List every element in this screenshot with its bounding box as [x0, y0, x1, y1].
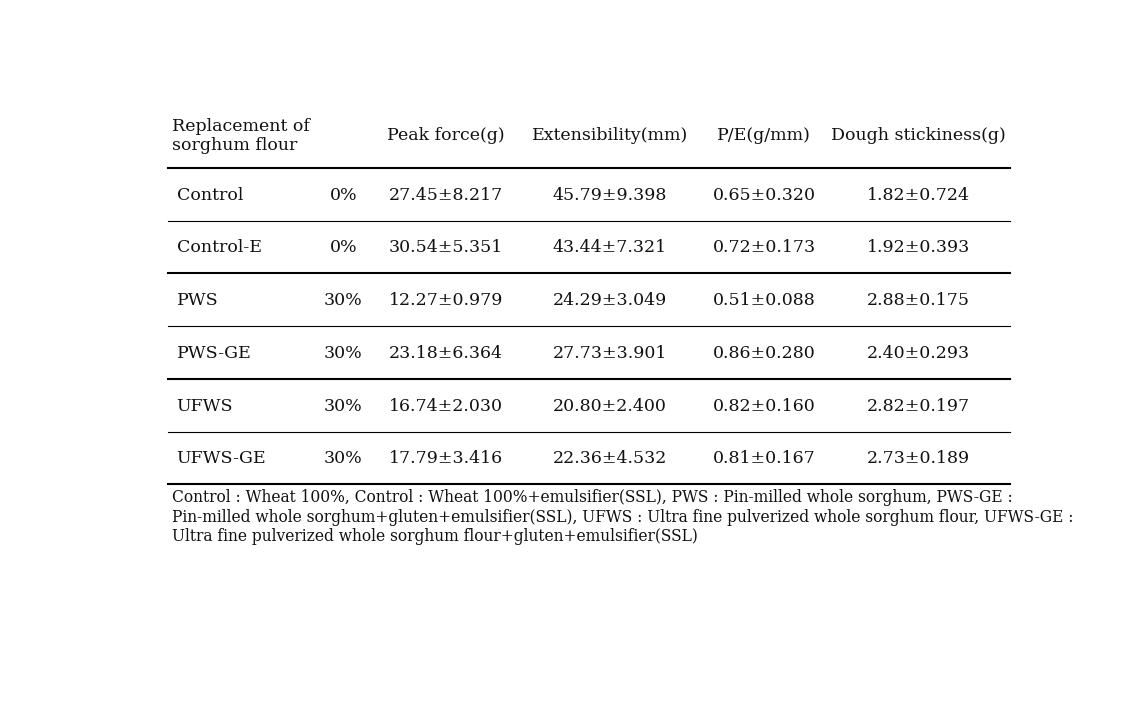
- Text: 0%: 0%: [329, 187, 357, 204]
- Text: Control : Wheat 100%, Control : Wheat 100%+emulsifier(SSL), PWS : Pin-milled who: Control : Wheat 100%, Control : Wheat 10…: [172, 489, 1074, 545]
- Text: 45.79±9.398: 45.79±9.398: [552, 187, 667, 204]
- Text: 20.80±2.400: 20.80±2.400: [554, 398, 667, 415]
- Text: 30%: 30%: [324, 345, 362, 362]
- Text: 1.82±0.724: 1.82±0.724: [867, 187, 970, 204]
- Text: 2.88±0.175: 2.88±0.175: [867, 292, 970, 310]
- Text: 27.45±8.217: 27.45±8.217: [389, 187, 504, 204]
- Text: 22.36±4.532: 22.36±4.532: [552, 450, 667, 468]
- Text: Peak force(g): Peak force(g): [387, 128, 505, 144]
- Text: 0.65±0.320: 0.65±0.320: [713, 187, 816, 204]
- Text: Control: Control: [177, 187, 243, 204]
- Text: P/E(g/mm): P/E(g/mm): [718, 128, 812, 144]
- Text: 0.86±0.280: 0.86±0.280: [713, 345, 816, 362]
- Text: 2.73±0.189: 2.73±0.189: [867, 450, 970, 468]
- Text: 30.54±5.351: 30.54±5.351: [389, 239, 504, 256]
- Text: 0.82±0.160: 0.82±0.160: [713, 398, 816, 415]
- Text: Replacement of
sorghum flour: Replacement of sorghum flour: [172, 117, 310, 154]
- Text: 16.74±2.030: 16.74±2.030: [389, 398, 504, 415]
- Text: 24.29±3.049: 24.29±3.049: [552, 292, 667, 310]
- Text: Dough stickiness(g): Dough stickiness(g): [831, 128, 1006, 144]
- Text: Control-E: Control-E: [177, 239, 261, 256]
- Text: 23.18±6.364: 23.18±6.364: [389, 345, 504, 362]
- Text: 0.72±0.173: 0.72±0.173: [713, 239, 816, 256]
- Text: PWS-GE: PWS-GE: [177, 345, 251, 362]
- Text: PWS: PWS: [177, 292, 218, 310]
- Text: 0.51±0.088: 0.51±0.088: [713, 292, 816, 310]
- Text: 0.81±0.167: 0.81±0.167: [713, 450, 816, 468]
- Text: Extensibility(mm): Extensibility(mm): [532, 128, 688, 144]
- Text: UFWS-GE: UFWS-GE: [177, 450, 266, 468]
- Text: 2.82±0.197: 2.82±0.197: [867, 398, 970, 415]
- Text: 1.92±0.393: 1.92±0.393: [867, 239, 970, 256]
- Text: 17.79±3.416: 17.79±3.416: [389, 450, 504, 468]
- Text: 27.73±3.901: 27.73±3.901: [552, 345, 667, 362]
- Text: 30%: 30%: [324, 398, 362, 415]
- Text: UFWS: UFWS: [177, 398, 233, 415]
- Text: 43.44±7.321: 43.44±7.321: [552, 239, 667, 256]
- Text: 12.27±0.979: 12.27±0.979: [389, 292, 504, 310]
- Text: 30%: 30%: [324, 450, 362, 468]
- Text: 2.40±0.293: 2.40±0.293: [867, 345, 970, 362]
- Text: 30%: 30%: [324, 292, 362, 310]
- Text: 0%: 0%: [329, 239, 357, 256]
